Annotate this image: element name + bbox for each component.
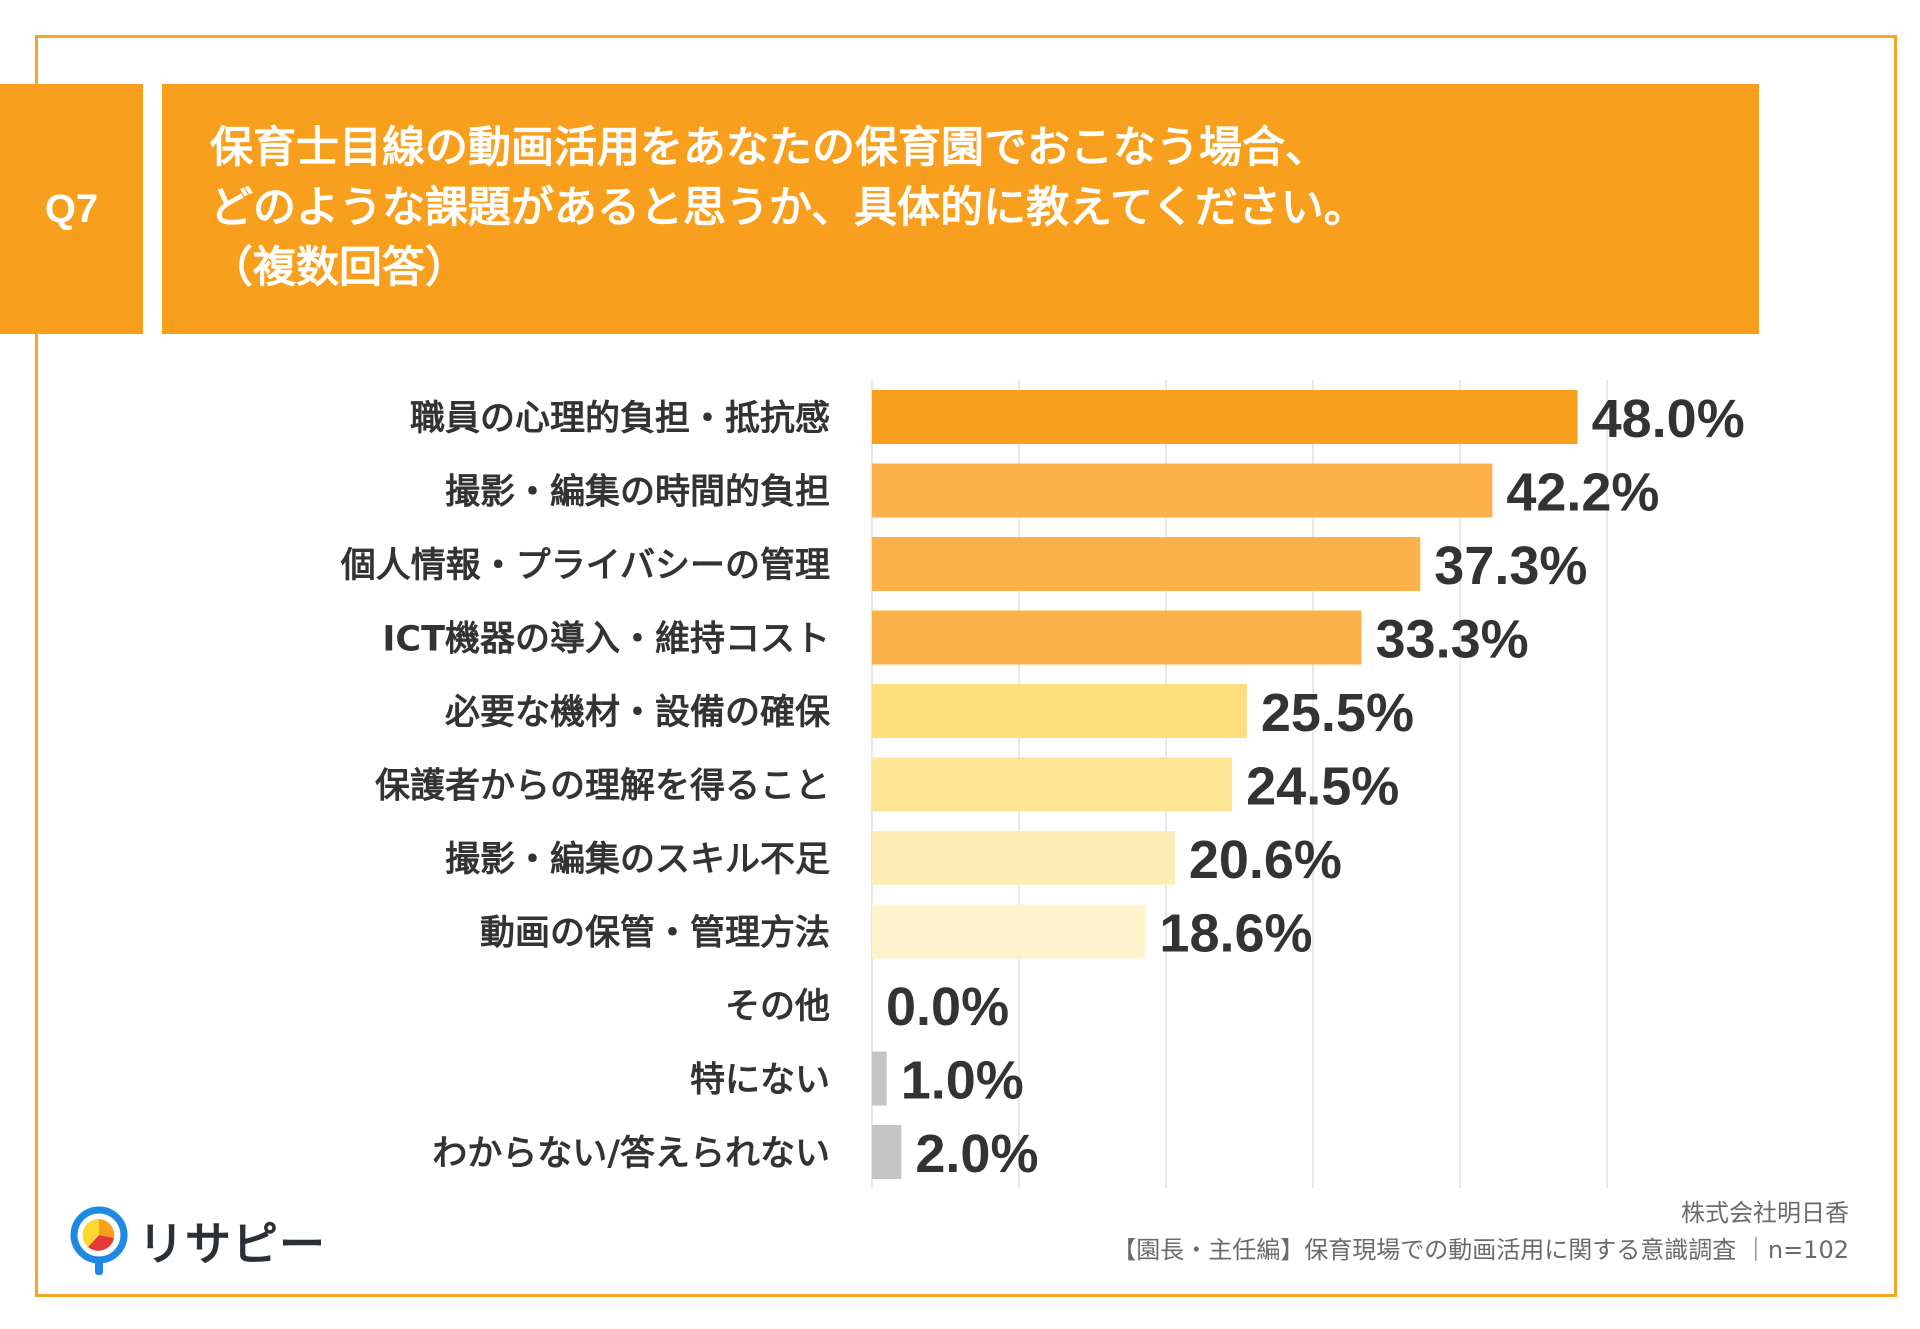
category-label: 特にない [690,1061,830,1101]
category-label: 撮影・編集のスキル不足 [445,840,830,880]
bar [872,904,1146,959]
source-credit: 株式会社明日香 【園長・主任編】保育現場での動画活用に関する意識調査 ｜n=10… [1112,1195,1849,1269]
value-label: 37.3% [1434,536,1587,596]
bar [872,537,1421,591]
value-label: 1.0% [901,1051,1024,1111]
question-number-badge: Q7 [0,84,143,334]
category-label: 動画の保管・管理方法 [480,914,830,954]
question-title-line-3: （複数回答） [210,243,468,293]
question-number: Q7 [44,186,99,231]
category-label: 職員の心理的負担・抵抗感 [410,398,830,439]
brand-name: リサピー [138,1217,326,1271]
credit-survey: 【園長・主任編】保育現場での動画活用に関する意識調査 ｜n=102 [1112,1236,1849,1264]
value-label: 48.0% [1592,389,1745,449]
category-label: 個人情報・プライバシーの管理 [340,546,830,586]
bar [872,1125,902,1179]
bar [872,684,1247,738]
value-label: 20.6% [1189,830,1342,890]
category-label: 撮影・編集の時間的負担 [445,473,830,513]
category-label: 保護者からの理解を得ること [375,767,830,807]
question-title-line-1: 保育士目線の動画活用をあなたの保育園でおこなう場合、 [210,123,1328,173]
bar [872,390,1578,444]
question-title-line-2: どのような課題があると思うか、具体的に教えてください。 [210,183,1367,233]
chart-frame [35,35,1897,1297]
bar [872,831,1175,885]
value-label: 18.6% [1159,904,1312,964]
value-label: 33.3% [1376,610,1529,670]
category-label: ICT機器の導入・維持コスト [382,620,830,660]
bar [872,757,1233,812]
question-title-banner: 保育士目線の動画活用をあなたの保育園でおこなう場合、 どのような課題があると思う… [162,84,1759,334]
value-label: 24.5% [1246,757,1399,817]
value-label: 0.0% [886,977,1009,1037]
bar [872,463,1493,518]
category-label: 必要な機材・設備の確保 [445,693,831,733]
value-label: 25.5% [1261,683,1414,743]
category-label: わからない/答えられない [432,1134,830,1174]
brand-logo: リサピー [68,1205,326,1277]
category-label: その他 [725,987,830,1027]
credit-company: 株式会社明日香 [1681,1199,1849,1227]
bar [872,610,1362,665]
value-label: 42.2% [1506,463,1659,523]
lightbulb-pie-icon [70,1206,128,1275]
bar [872,1051,887,1106]
value-label: 2.0% [915,1124,1038,1184]
